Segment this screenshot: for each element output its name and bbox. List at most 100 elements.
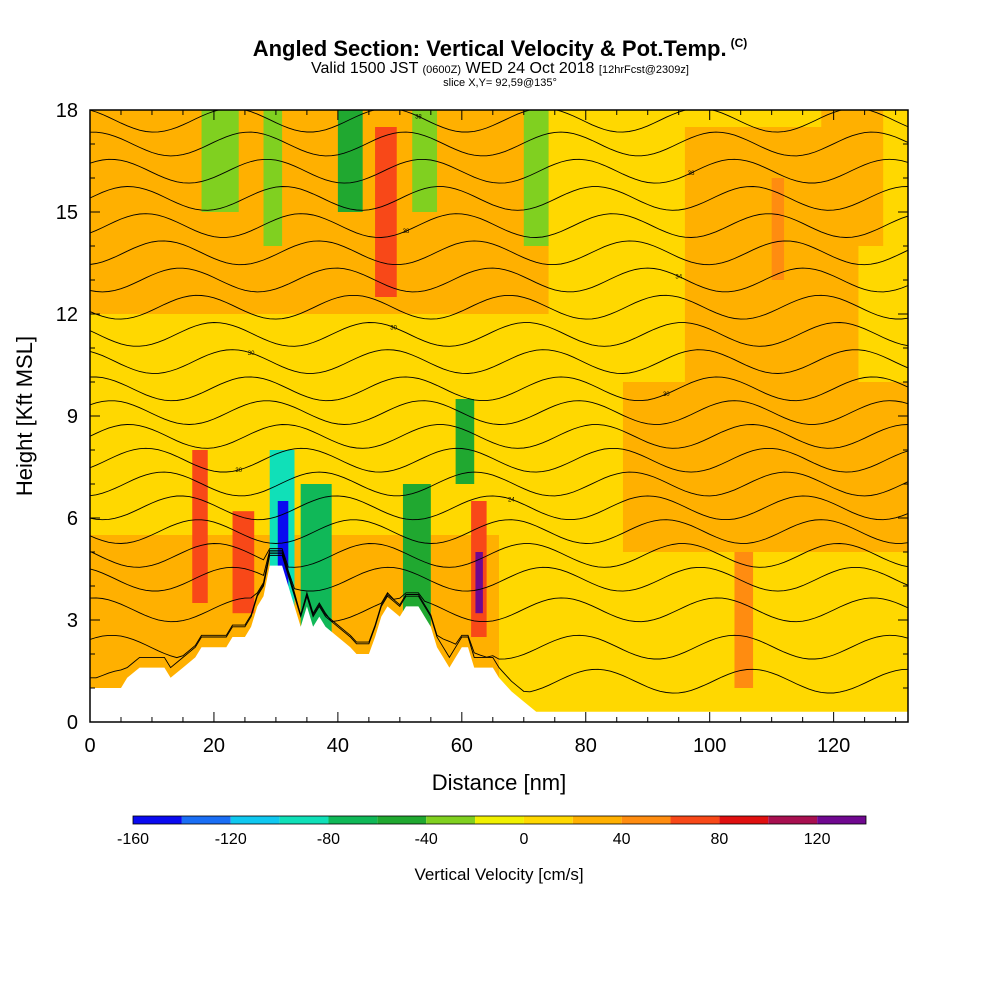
axes: 0 20 40 60 80 100 120 0 3 6 9 12 15 18 xyxy=(56,100,908,757)
colorbar-swatch-7 xyxy=(475,816,524,824)
velocity-cell-13 xyxy=(475,552,483,614)
colorbar-label-3: -40 xyxy=(415,831,438,848)
x-tick-label-6: 120 xyxy=(817,735,850,757)
valid-time-zulu: (0600Z) xyxy=(422,64,462,76)
y-tick-label-0: 0 xyxy=(67,712,78,734)
colorbar-swatch-4 xyxy=(328,816,378,824)
terrain-mask xyxy=(90,565,908,722)
y-tick-label-6: 18 xyxy=(56,100,78,122)
isentrope-9 xyxy=(90,424,908,449)
colorbar-title: Vertical Velocity [cm/s] xyxy=(414,865,583,884)
colorbar-swatch-8 xyxy=(523,816,573,824)
colorbar-swatch-9 xyxy=(572,816,622,824)
isentrope-label-12: 30 xyxy=(248,351,255,357)
isentrope-8 xyxy=(90,447,908,473)
isentrope-16 xyxy=(90,240,908,266)
x-tick-label-0: 0 xyxy=(84,735,95,757)
isentrope-12 xyxy=(90,349,908,374)
isentrope-11 xyxy=(90,376,908,402)
velocity-cell-14 xyxy=(734,552,754,688)
terrain-polygon xyxy=(90,565,908,722)
isentrope-19 xyxy=(90,158,908,184)
isentrope-20 xyxy=(90,131,908,157)
colorbar-label-2: -80 xyxy=(317,831,340,848)
colorbar: -160 -120 -80 -40 0 40 80 120 xyxy=(117,815,867,848)
isentrope-1 xyxy=(90,553,908,660)
isentrope-5 xyxy=(90,519,908,544)
colorbar-swatch-3 xyxy=(279,816,329,824)
x-tick-label-2: 40 xyxy=(327,735,349,757)
isentrope-17 xyxy=(90,213,908,238)
x-tick-label-5: 100 xyxy=(693,735,726,757)
isentrope-label-17: 38 xyxy=(403,229,410,235)
isentrope-label-13: 30 xyxy=(390,325,397,331)
isentrope-4 xyxy=(90,543,908,568)
colorbar-label-6: 80 xyxy=(711,831,729,848)
isentrope-15 xyxy=(90,267,908,293)
x-tick-label-3: 60 xyxy=(451,735,473,757)
colorbar-label-7: 120 xyxy=(804,831,831,848)
isentrope-14 xyxy=(90,294,908,320)
y-tick-label-2: 6 xyxy=(67,508,78,530)
plot-area: 24 30 30 30 30 34 38 38 38 xyxy=(90,110,908,722)
chart-title-unit: (C) xyxy=(730,36,748,50)
colorbar-swatch-14 xyxy=(817,816,866,824)
colorbar-label-0: -160 xyxy=(117,831,149,848)
colorbar-swatch-11 xyxy=(670,816,720,824)
isentrope-2 xyxy=(90,551,908,623)
slice-info: slice X,Y= 92,59@135° xyxy=(443,77,557,89)
isentrope-21 xyxy=(90,110,908,133)
velocity-cell-23 xyxy=(277,501,289,586)
x-tick-label-1: 20 xyxy=(203,735,225,757)
isentrope-label-19: 38 xyxy=(688,171,695,177)
velocity-cell-8 xyxy=(90,110,499,314)
colorbar-swatch-5 xyxy=(377,816,427,824)
isentrope-13 xyxy=(90,322,908,347)
y-tick-label-3: 9 xyxy=(67,406,78,428)
isentrope-18 xyxy=(90,186,908,211)
y-tick-label-1: 3 xyxy=(67,610,78,632)
colorbar-swatch-2 xyxy=(230,816,280,824)
velocity-cell-17 xyxy=(263,110,283,246)
isentrope-10 xyxy=(90,400,908,425)
chart-title: Angled Section: Vertical Velocity & Pot.… xyxy=(0,36,1000,62)
colorbar-swatch-6 xyxy=(426,816,476,824)
forecast-info: [12hrFcst@2309z] xyxy=(598,64,689,76)
colorbar-label-1: -120 xyxy=(215,831,247,848)
valid-time-prefix: Valid 1500 JST xyxy=(311,60,419,77)
velocity-cell-19 xyxy=(412,110,438,212)
isentrope-label-11: 30 xyxy=(663,392,670,398)
velocity-cell-3 xyxy=(622,382,908,552)
y-tick-label-5: 15 xyxy=(56,202,78,224)
colorbar-swatch-1 xyxy=(181,816,231,824)
colorbar-swatch-13 xyxy=(768,816,818,824)
velocity-cell-20 xyxy=(523,110,549,246)
y-tick-label-4: 12 xyxy=(56,304,78,326)
colorbar-label-5: 40 xyxy=(613,831,631,848)
colorbar-swatch-0 xyxy=(133,816,182,824)
velocity-cell-21 xyxy=(455,399,475,484)
valid-time-date: WED 24 Oct 2018 xyxy=(465,60,595,77)
potential-temperature-contours: 24 30 30 30 30 34 38 38 38 xyxy=(90,110,908,694)
isentrope-label-6: 24 xyxy=(508,497,515,503)
velocity-cell-18 xyxy=(337,110,363,212)
valid-time-line: Valid 1500 JST (0600Z) WED 24 Oct 2018 [… xyxy=(0,60,1000,78)
velocity-cell-11 xyxy=(375,127,397,297)
velocity-cell-15 xyxy=(771,178,785,280)
vertical-velocity-field xyxy=(90,110,908,722)
isentrope-3 xyxy=(90,549,908,592)
colorbar-frame xyxy=(132,815,867,825)
colorbar-swatch-12 xyxy=(719,816,769,824)
colorbar-label-4: 0 xyxy=(519,831,528,848)
isentrope-7 xyxy=(90,471,908,497)
isentrope-6 xyxy=(90,495,908,521)
velocity-cell-16 xyxy=(201,110,239,212)
velocity-cell-6 xyxy=(821,110,884,246)
velocity-cell-9 xyxy=(192,450,208,603)
isentrope-label-21: 38 xyxy=(415,114,422,120)
isentrope-label-15: 34 xyxy=(675,274,682,280)
isentrope-label-8: 30 xyxy=(235,468,242,474)
chart-title-text: Angled Section: Vertical Velocity & Pot.… xyxy=(252,36,727,61)
x-axis-title: Distance [nm] xyxy=(432,770,567,795)
